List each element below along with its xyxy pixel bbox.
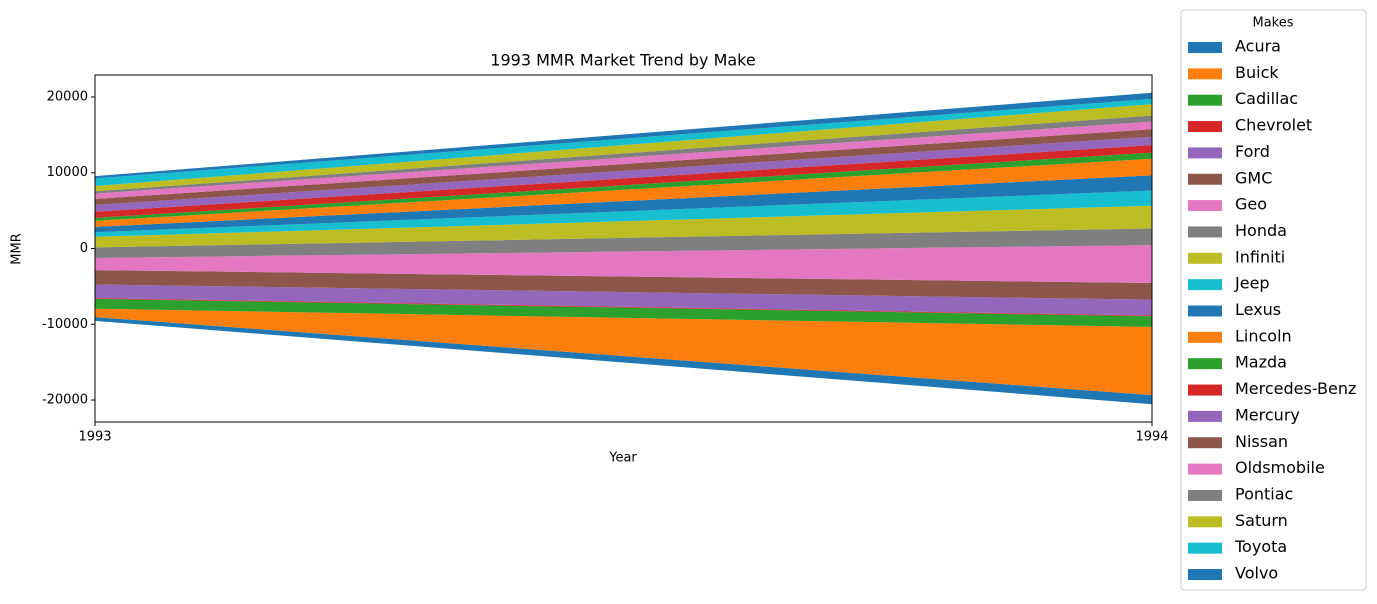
area bbox=[95, 115, 1152, 194]
legend-label: Toyota bbox=[1234, 537, 1287, 556]
y-tick-label: -20000 bbox=[42, 393, 88, 408]
area bbox=[95, 158, 1152, 227]
legend-label: Mercedes-Benz bbox=[1235, 379, 1356, 398]
legend-label: Honda bbox=[1235, 221, 1287, 240]
area bbox=[95, 190, 1152, 237]
area bbox=[95, 308, 1152, 396]
legend-swatch bbox=[1188, 200, 1222, 212]
legend-label: Mercury bbox=[1235, 405, 1300, 424]
legend-swatch bbox=[1188, 94, 1222, 106]
legend-label: Volvo bbox=[1235, 564, 1278, 583]
x-tick-label: 1994 bbox=[1135, 430, 1168, 445]
legend-swatch bbox=[1188, 569, 1222, 580]
legend-label: Geo bbox=[1235, 195, 1267, 214]
area bbox=[95, 317, 1152, 405]
area bbox=[95, 136, 1152, 212]
legend-label: Lexus bbox=[1235, 300, 1281, 319]
area bbox=[95, 129, 1152, 205]
y-tick-label: 10000 bbox=[47, 165, 88, 180]
x-axis-label: Year bbox=[608, 451, 637, 466]
x-tick-label: 1993 bbox=[78, 430, 111, 445]
legend-swatch bbox=[1188, 384, 1222, 396]
chart-title: 1993 MMR Market Trend by Make bbox=[490, 51, 755, 70]
legend-swatch bbox=[1188, 516, 1222, 528]
legend-title: Makes bbox=[1252, 16, 1293, 31]
legend-label: Buick bbox=[1235, 63, 1279, 82]
legend-swatch bbox=[1188, 121, 1222, 133]
legend-swatch bbox=[1188, 173, 1222, 185]
legend-swatch bbox=[1188, 358, 1222, 370]
area bbox=[95, 205, 1152, 248]
legend-label: Pontiac bbox=[1235, 484, 1293, 503]
legend-label: Ford bbox=[1235, 142, 1270, 161]
legend-label: Cadillac bbox=[1235, 89, 1298, 108]
area bbox=[95, 152, 1152, 221]
area bbox=[95, 284, 1152, 316]
legend-label: Nissan bbox=[1235, 432, 1288, 451]
legend-label: Oldsmobile bbox=[1235, 458, 1325, 477]
legend-box bbox=[1180, 9, 1367, 591]
legend-swatch bbox=[1188, 279, 1222, 291]
legend-swatch bbox=[1188, 42, 1222, 53]
legend-swatch bbox=[1188, 489, 1222, 501]
legend-label: GMC bbox=[1235, 168, 1272, 187]
area bbox=[95, 298, 1152, 317]
area bbox=[95, 92, 1152, 179]
legend-swatch bbox=[1188, 68, 1222, 80]
legend-swatch bbox=[1188, 410, 1222, 422]
legend-label: Lincoln bbox=[1235, 326, 1292, 345]
legend-swatch bbox=[1188, 331, 1222, 343]
y-tick-label: -10000 bbox=[42, 317, 88, 332]
area bbox=[95, 228, 1152, 258]
area bbox=[95, 298, 1152, 327]
area bbox=[95, 98, 1152, 186]
legend-swatch bbox=[1188, 252, 1222, 264]
area bbox=[95, 270, 1152, 300]
y-tick-label: 0 bbox=[80, 241, 88, 256]
legend-swatch bbox=[1188, 542, 1222, 554]
area bbox=[95, 245, 1152, 283]
area bbox=[95, 104, 1152, 192]
legend-label: Mazda bbox=[1235, 353, 1287, 372]
area bbox=[95, 145, 1152, 218]
legend-label: Acura bbox=[1235, 37, 1281, 56]
legend-label: Chevrolet bbox=[1235, 116, 1312, 135]
legend-label: Jeep bbox=[1234, 274, 1270, 293]
legend-swatch bbox=[1188, 147, 1222, 159]
y-axis-label: MMR bbox=[10, 233, 25, 264]
y-tick-label: 20000 bbox=[47, 89, 88, 104]
legend-label: Saturn bbox=[1235, 511, 1288, 530]
area bbox=[95, 175, 1152, 233]
legend-swatch bbox=[1188, 437, 1222, 449]
area bbox=[95, 121, 1152, 199]
legend-label: Infiniti bbox=[1235, 247, 1285, 266]
legend-swatch bbox=[1188, 305, 1222, 317]
legend-swatch bbox=[1188, 226, 1222, 238]
legend-swatch bbox=[1188, 463, 1222, 475]
